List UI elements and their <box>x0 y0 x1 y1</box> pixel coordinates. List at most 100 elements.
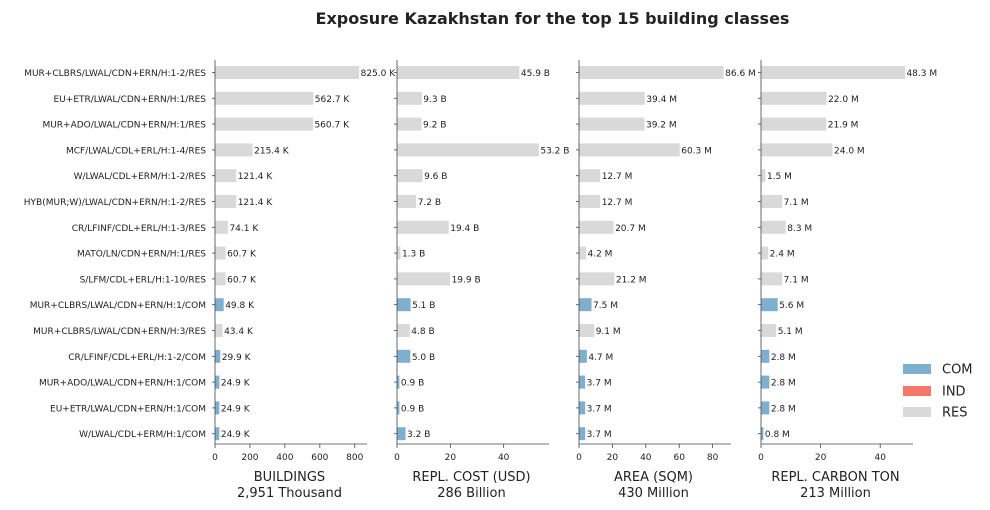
bar <box>215 298 224 312</box>
category-label: MUR+CLBRS/LWAL/CDN+ERN/H:1-2/RES <box>24 69 206 79</box>
data-label: 7.2 B <box>418 198 441 208</box>
category-label: HYB(MUR;W)/LWAL/CDN+ERN/H:1-2/RES <box>24 198 206 208</box>
category-label: MUR+ADO/LWAL/CDN+ERN/H:1/RES <box>42 121 206 131</box>
bar <box>579 195 601 208</box>
bar <box>761 220 786 234</box>
data-label: 7.5 M <box>593 301 618 311</box>
data-label: 7.1 M <box>784 198 809 208</box>
x-tick-label: 40 <box>874 453 886 463</box>
data-label: 43.4 K <box>224 327 254 337</box>
data-label: 12.7 M <box>602 198 633 208</box>
legend-entry: RES <box>942 406 968 421</box>
data-label: 2.8 M <box>771 353 796 363</box>
bar <box>761 195 783 208</box>
bar <box>215 143 253 157</box>
data-label: 21.9 M <box>828 121 859 131</box>
category-label: CR/LFINF/CDL+ERL/H:1-3/RES <box>72 224 207 234</box>
bar <box>579 375 586 389</box>
bar <box>579 272 615 286</box>
bar <box>579 298 592 312</box>
data-label: 24.0 M <box>834 146 865 156</box>
legend-swatch-res <box>903 407 931 417</box>
category-label: MATO/LN/CDN+ERN/H:1/RES <box>77 250 206 260</box>
panel-total: 213 Million <box>800 486 871 501</box>
data-label: 0.8 M <box>765 430 790 440</box>
legend-entry: IND <box>942 385 966 400</box>
data-label: 560.7 K <box>314 121 350 131</box>
data-label: 39.2 M <box>646 121 677 131</box>
bar <box>579 220 614 234</box>
x-tick-label: 40 <box>498 453 510 463</box>
data-label: 60.7 K <box>227 275 257 285</box>
data-label: 1.3 B <box>402 250 425 260</box>
bar <box>761 401 770 415</box>
legend-swatch-com <box>903 364 931 374</box>
bar <box>397 298 411 312</box>
x-axis-label: REPL. CARBON TON <box>771 470 899 485</box>
data-label: 39.4 M <box>646 95 677 105</box>
bar <box>579 143 680 157</box>
x-tick-label: 80 <box>707 453 719 463</box>
bar <box>215 272 226 286</box>
data-label: 12.7 M <box>602 172 633 182</box>
bar <box>579 349 587 363</box>
category-label: W/LWAL/CDL+ERM/H:1-2/RES <box>74 172 207 182</box>
category-label: MUR+CLBRS/LWAL/CDN+ERN/H:1/COM <box>30 301 206 311</box>
data-label: 9.6 B <box>424 172 447 182</box>
x-axis-label: REPL. COST (USD) <box>412 470 530 485</box>
bar <box>579 246 587 260</box>
bar <box>215 220 228 234</box>
panel-total: 430 Million <box>618 486 689 501</box>
bar <box>397 427 406 441</box>
bar <box>397 169 423 183</box>
category-label: MUR+CLBRS/LWAL/CDN+ERN/H:3/RES <box>33 327 206 337</box>
data-label: 3.7 M <box>587 404 612 414</box>
data-label: 4.7 M <box>588 353 613 363</box>
bar <box>397 349 411 363</box>
data-label: 20.7 M <box>615 224 646 234</box>
data-label: 45.9 B <box>521 69 550 79</box>
data-label: 24.9 K <box>221 379 251 389</box>
data-label: 24.9 K <box>221 430 251 440</box>
bar <box>761 91 827 105</box>
bar <box>579 66 724 79</box>
x-tick-label: 40 <box>640 453 652 463</box>
legend-swatch-ind <box>903 386 931 396</box>
bar <box>579 401 586 415</box>
bar <box>215 401 220 415</box>
bar <box>761 375 770 389</box>
bar <box>215 246 226 260</box>
bar <box>761 246 769 260</box>
x-tick-label: 0 <box>212 453 218 463</box>
bar <box>397 246 401 260</box>
data-label: 7.1 M <box>784 275 809 285</box>
x-tick-label: 20 <box>815 453 827 463</box>
bar <box>761 117 827 131</box>
data-label: 74.1 K <box>229 224 259 234</box>
data-label: 5.0 B <box>412 353 435 363</box>
x-tick-label: 200 <box>241 453 258 463</box>
bar <box>761 349 770 363</box>
x-tick-label: 20 <box>445 453 457 463</box>
bar <box>215 427 220 441</box>
data-label: 60.7 K <box>227 250 257 260</box>
data-label: 562.7 K <box>315 95 351 105</box>
legend-entry: COM <box>942 363 973 378</box>
data-label: 86.6 M <box>725 69 756 79</box>
data-label: 2.8 M <box>771 404 796 414</box>
data-label: 0.9 B <box>401 404 424 414</box>
bar <box>397 375 400 389</box>
category-label: MUR+ADO/LWAL/CDN+ERN/H:1/COM <box>39 379 206 389</box>
data-label: 3.2 B <box>407 430 430 440</box>
bar <box>761 298 778 312</box>
bar <box>215 169 237 183</box>
bar <box>397 117 422 131</box>
data-label: 2.8 M <box>771 379 796 389</box>
bar <box>579 117 645 131</box>
category-label: W/LWAL/CDL+ERM/H:1/COM <box>79 430 206 440</box>
bar <box>761 143 833 157</box>
data-label: 3.7 M <box>587 430 612 440</box>
data-label: 49.8 K <box>225 301 255 311</box>
x-tick-label: 0 <box>758 453 764 463</box>
